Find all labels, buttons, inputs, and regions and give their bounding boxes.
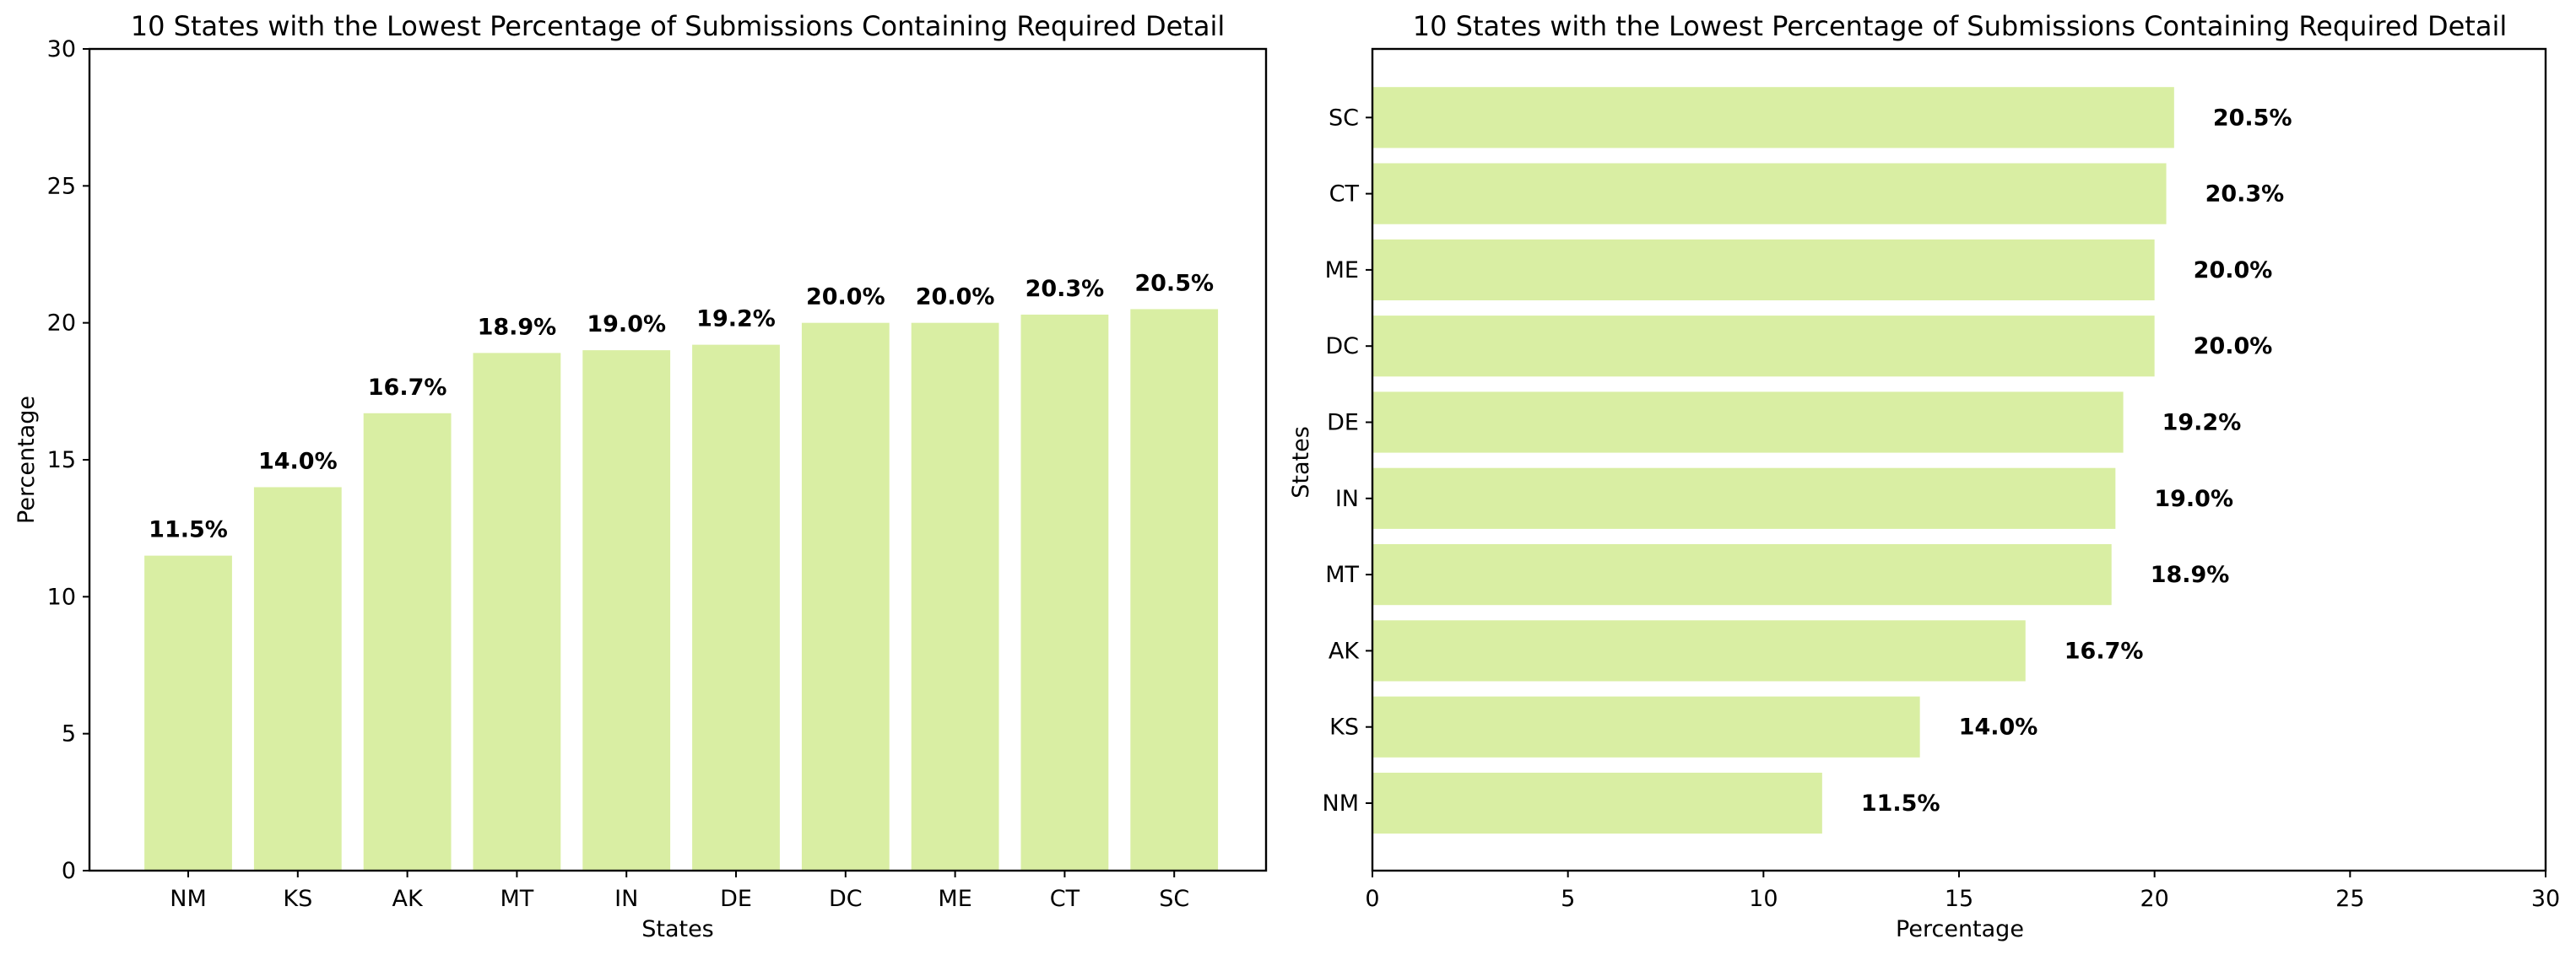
bar-mt: [1372, 544, 2112, 606]
x-tick-label-ak: AK: [392, 886, 424, 912]
data-label-nm: 11.5%: [149, 517, 228, 543]
y-tick-label-25: 25: [47, 173, 76, 199]
x-tick-label-sc: SC: [1159, 886, 1189, 912]
bar-group: [144, 309, 1219, 871]
y-tick-label-30: 30: [47, 36, 76, 62]
y-tick-label-me: ME: [1325, 257, 1359, 283]
x-tick-label-25: 25: [2335, 886, 2364, 912]
x-axis-ticks: 0 5 10 15 20 25 30: [1365, 871, 2560, 912]
data-label-me: 20.0%: [916, 284, 995, 310]
data-label-ak: 16.7%: [2065, 638, 2144, 664]
x-axis-label: States: [641, 916, 714, 942]
x-tick-label-10: 10: [1749, 886, 1778, 912]
data-label-ak: 16.7%: [368, 375, 447, 401]
y-tick-label-ct: CT: [1329, 181, 1360, 208]
x-tick-label-ks: KS: [283, 886, 312, 912]
x-tick-label-de: DE: [720, 886, 752, 912]
x-tick-label-me: ME: [938, 886, 971, 912]
y-tick-label-nm: NM: [1323, 790, 1360, 817]
y-tick-label-0: 0: [62, 858, 76, 884]
x-tick-label-ct: CT: [1050, 886, 1080, 912]
x-axis-label: Percentage: [1896, 916, 2024, 942]
y-axis-label: Percentage: [14, 396, 40, 524]
bar-ks: [253, 487, 342, 871]
data-label-sc: 20.5%: [1134, 270, 1214, 296]
y-tick-label-ak: AK: [1329, 638, 1360, 664]
y-tick-label-dc: DC: [1325, 333, 1359, 359]
data-label-group: 11.5% 14.0% 16.7% 18.9% 19.0% 19.2% 20.0% 20.0%…: [1861, 105, 2292, 817]
data-label-sc: 20.5%: [2213, 105, 2292, 131]
x-tick-label-0: 0: [1365, 886, 1379, 912]
y-axis-ticks: 0 5 10 15 20 25 30: [47, 36, 89, 884]
data-label-dc: 20.0%: [806, 284, 885, 310]
bar-ct: [1020, 314, 1109, 871]
vertical-bar-chart: 10 States with the Lowest Percentage of …: [14, 10, 1268, 942]
bar-me: [911, 322, 999, 871]
x-tick-label-15: 15: [1945, 886, 1973, 912]
bar-ak: [363, 413, 452, 871]
y-tick-label-10: 10: [47, 584, 76, 610]
bar-sc: [1130, 309, 1219, 871]
y-tick-label-5: 5: [62, 721, 76, 747]
bar-ct: [1372, 163, 2167, 224]
data-label-mt: 18.9%: [2151, 562, 2230, 588]
data-label-ct: 20.3%: [1026, 276, 1105, 302]
y-tick-label-de: DE: [1327, 410, 1359, 436]
bar-ks: [1372, 696, 1920, 758]
y-tick-label-ks: KS: [1329, 715, 1359, 741]
data-label-group: 11.5% 14.0% 16.7% 18.9% 19.0% 19.2% 20.0% 20.0%…: [149, 270, 1214, 542]
data-label-mt: 18.9%: [478, 314, 557, 340]
bar-in: [582, 350, 671, 871]
data-label-ks: 14.0%: [1959, 715, 2038, 741]
bar-sc: [1372, 87, 2174, 148]
bar-de: [692, 344, 780, 871]
horizontal-bar-chart: 10 States with the Lowest Percentage of …: [1288, 10, 2560, 942]
x-axis-ticks: NM KS AK MT IN DE DC ME CT SC: [170, 871, 1189, 912]
data-label-de: 19.2%: [696, 306, 776, 332]
x-tick-label-in: IN: [614, 886, 638, 912]
chart-title: 10 States with the Lowest Percentage of …: [131, 10, 1225, 42]
x-tick-label-nm: NM: [170, 886, 207, 912]
data-label-in: 19.0%: [587, 311, 666, 337]
plot-area-frame: [88, 47, 1268, 872]
data-label-me: 20.0%: [2194, 257, 2273, 283]
data-label-dc: 20.0%: [2194, 333, 2273, 359]
data-label-de: 19.2%: [2162, 410, 2242, 436]
y-axis-label: States: [1288, 426, 1314, 499]
bar-me: [1372, 239, 2155, 300]
bar-nm: [1372, 772, 1822, 834]
x-tick-label-30: 30: [2531, 886, 2560, 912]
bar-nm: [144, 555, 232, 871]
y-axis-ticks: NM KS AK MT IN DE DC ME CT SC: [1323, 105, 1372, 817]
bar-dc: [801, 322, 890, 871]
bar-mt: [473, 353, 561, 871]
bar-dc: [1372, 316, 2155, 377]
data-label-ks: 14.0%: [258, 448, 338, 474]
x-tick-label-5: 5: [1561, 886, 1575, 912]
plot-area-frame: [1371, 47, 2547, 872]
bar-ak: [1372, 620, 2026, 682]
y-tick-label-15: 15: [47, 447, 76, 473]
x-tick-label-20: 20: [2140, 886, 2168, 912]
chart-title: 10 States with the Lowest Percentage of …: [1413, 10, 2507, 42]
data-label-nm: 11.5%: [1861, 790, 1940, 817]
y-tick-label-mt: MT: [1325, 562, 1359, 588]
y-tick-label-in: IN: [1335, 486, 1359, 512]
x-tick-label-dc: DC: [829, 886, 863, 912]
y-tick-label-20: 20: [47, 310, 76, 337]
data-label-ct: 20.3%: [2205, 181, 2285, 208]
bar-in: [1372, 467, 2116, 529]
bar-de: [1372, 391, 2124, 453]
data-label-in: 19.0%: [2154, 486, 2233, 512]
y-tick-label-sc: SC: [1329, 105, 1359, 131]
bar-group: [1372, 87, 2174, 834]
x-tick-label-mt: MT: [501, 886, 534, 912]
